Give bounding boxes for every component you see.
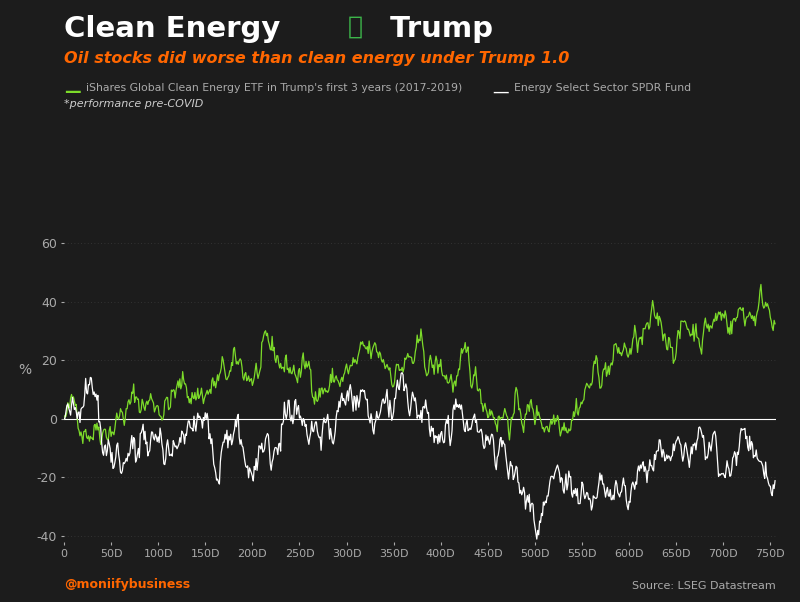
Text: 💚: 💚 [348,15,363,39]
Text: Oil stocks did worse than clean energy under Trump 1.0: Oil stocks did worse than clean energy u… [64,51,570,66]
Text: Source: LSEG Datastream: Source: LSEG Datastream [632,581,776,591]
Text: —: — [492,83,509,101]
Text: %: % [18,362,31,377]
Text: @moniifybusiness: @moniifybusiness [64,578,190,591]
Text: Energy Select Sector SPDR Fund: Energy Select Sector SPDR Fund [514,83,691,93]
Text: *performance pre-COVID: *performance pre-COVID [64,99,203,109]
Text: iShares Global Clean Energy ETF in Trump's first 3 years (2017-2019): iShares Global Clean Energy ETF in Trump… [86,83,462,93]
Text: Clean Energy: Clean Energy [64,15,290,43]
Text: —: — [64,83,81,101]
Text: Trump: Trump [380,15,493,43]
